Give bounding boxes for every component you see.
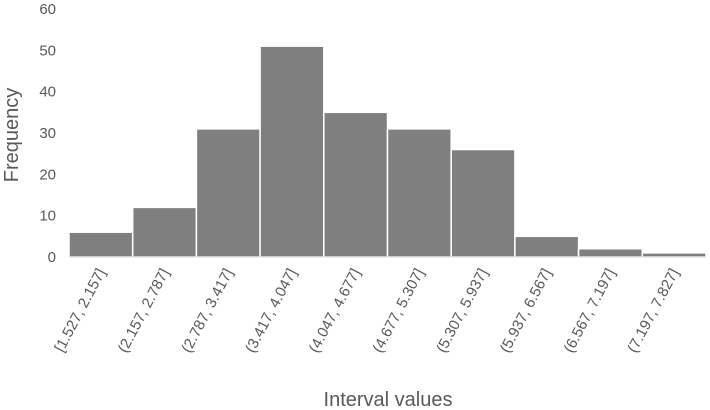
bar-7 [450,148,516,258]
x-tick-label: (2.157, 2.787] [115,266,173,356]
y-tick-label: 50 [39,42,56,59]
bar-1 [68,231,134,258]
y-tick-label: 40 [39,84,56,101]
y-tick-label: 20 [39,166,56,183]
x-tick-label: (2.787, 3.417] [178,266,236,356]
y-tick-label: 10 [39,208,56,225]
x-tick-label: (3.417, 4.047] [242,266,300,356]
y-tick-label: 60 [39,1,56,18]
x-tick-label: (7.197, 7.827] [624,266,682,356]
y-tick-labels: 0 10 20 30 40 50 60 [39,1,56,266]
bars-layer [68,45,707,258]
x-axis-title: Interval values [324,389,453,410]
x-tick-label: [1.527, 2.157] [51,266,109,355]
y-tick-label: 0 [48,249,56,266]
x-tick-label: (4.047, 4.677] [306,266,364,356]
bar-4 [259,45,325,258]
bar-8 [514,235,580,258]
bar-6 [386,128,452,258]
bar-10 [641,252,707,258]
bar-3 [195,128,261,258]
y-tick-label: 30 [39,125,56,142]
bar-2 [131,206,198,258]
x-tick-label: (6.567, 7.197] [561,266,619,356]
x-tick-labels: [1.527, 2.157] (2.157, 2.787] (2.787, 3.41… [51,266,682,356]
y-axis-title: Frequency [1,88,23,183]
x-tick-label: (5.307, 5.937] [433,266,491,356]
x-tick-label: (4.677, 5.307] [369,266,427,356]
bar-5 [323,111,389,258]
bar-9 [577,247,644,258]
x-tick-label: (5.937, 6.567] [497,266,555,356]
